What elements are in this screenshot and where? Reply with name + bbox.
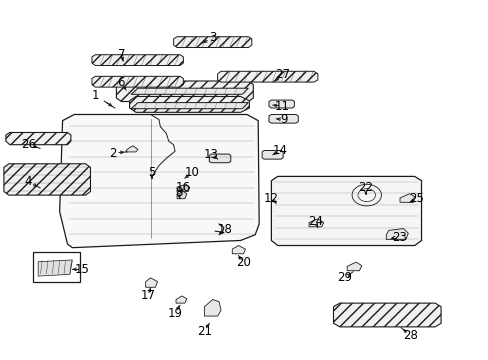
- Polygon shape: [217, 71, 317, 82]
- Polygon shape: [92, 55, 183, 66]
- Polygon shape: [399, 194, 415, 202]
- Polygon shape: [308, 219, 323, 227]
- Polygon shape: [131, 88, 248, 94]
- Text: 1: 1: [91, 89, 99, 102]
- Text: 22: 22: [358, 181, 372, 194]
- Bar: [33, 252, 80, 282]
- Text: 19: 19: [167, 307, 182, 320]
- Text: 26: 26: [21, 138, 36, 151]
- Polygon shape: [177, 184, 189, 192]
- Text: 10: 10: [184, 166, 199, 179]
- Text: 23: 23: [392, 231, 407, 244]
- Text: 20: 20: [236, 256, 250, 269]
- Text: 2: 2: [108, 147, 116, 159]
- Text: 17: 17: [140, 289, 155, 302]
- Text: 12: 12: [264, 192, 278, 204]
- Polygon shape: [116, 81, 253, 102]
- Text: 13: 13: [203, 148, 218, 161]
- Text: 5: 5: [147, 166, 155, 179]
- Text: 4: 4: [24, 175, 32, 188]
- Polygon shape: [60, 114, 259, 248]
- Text: 8: 8: [174, 186, 182, 199]
- Polygon shape: [4, 164, 90, 195]
- Polygon shape: [131, 103, 248, 109]
- Polygon shape: [268, 114, 298, 123]
- Polygon shape: [176, 296, 186, 303]
- Polygon shape: [126, 146, 138, 152]
- Polygon shape: [204, 300, 221, 316]
- Polygon shape: [346, 262, 361, 271]
- Polygon shape: [177, 192, 186, 199]
- Polygon shape: [6, 132, 71, 145]
- Text: 27: 27: [275, 68, 289, 81]
- Polygon shape: [271, 176, 421, 246]
- Polygon shape: [145, 278, 157, 287]
- Text: 14: 14: [272, 144, 286, 157]
- Text: 16: 16: [176, 181, 190, 194]
- Text: 24: 24: [307, 215, 322, 228]
- Text: 7: 7: [117, 48, 125, 60]
- Text: 29: 29: [337, 271, 351, 284]
- Text: 28: 28: [403, 329, 417, 342]
- Polygon shape: [173, 37, 251, 48]
- Polygon shape: [268, 100, 294, 108]
- Polygon shape: [129, 96, 249, 112]
- Text: 11: 11: [275, 100, 289, 113]
- Text: 9: 9: [279, 113, 287, 126]
- Text: 15: 15: [75, 263, 89, 276]
- Text: 25: 25: [408, 192, 423, 205]
- Polygon shape: [209, 154, 230, 163]
- Polygon shape: [262, 150, 283, 159]
- Polygon shape: [38, 260, 72, 276]
- Polygon shape: [232, 246, 245, 254]
- Text: 6: 6: [117, 76, 125, 89]
- Polygon shape: [92, 76, 183, 87]
- Polygon shape: [386, 229, 407, 239]
- Text: 21: 21: [197, 325, 211, 338]
- Polygon shape: [333, 303, 440, 327]
- Text: 3: 3: [208, 31, 216, 44]
- Text: 18: 18: [217, 223, 232, 236]
